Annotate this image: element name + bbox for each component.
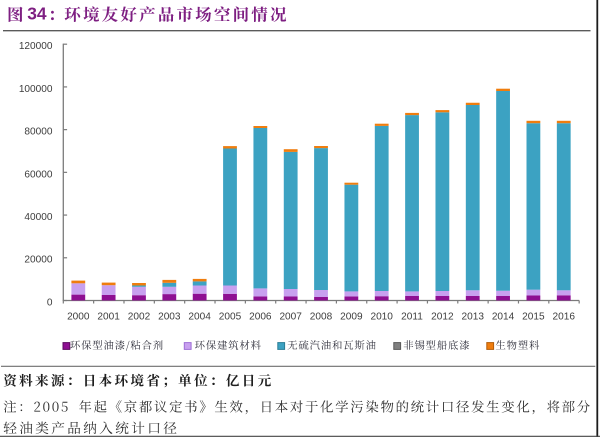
- svg-text:20000: 20000: [24, 255, 52, 266]
- svg-text:2016: 2016: [553, 312, 576, 323]
- svg-text:2005: 2005: [219, 312, 242, 323]
- svg-text:2011: 2011: [401, 312, 423, 323]
- svg-text:2000: 2000: [67, 312, 90, 323]
- svg-text:2014: 2014: [492, 312, 515, 323]
- svg-text:2008: 2008: [310, 312, 333, 323]
- svg-text:2003: 2003: [158, 312, 181, 323]
- svg-text:80000: 80000: [24, 127, 52, 138]
- svg-text:2007: 2007: [279, 312, 302, 323]
- svg-text:2001: 2001: [97, 312, 120, 323]
- svg-text:0: 0: [47, 297, 53, 308]
- svg-text:2013: 2013: [461, 312, 484, 323]
- svg-text:60000: 60000: [24, 169, 52, 180]
- svg-text:120000: 120000: [19, 41, 53, 52]
- svg-text:34: 34: [27, 4, 47, 24]
- svg-text:2004: 2004: [188, 312, 211, 323]
- svg-text:40000: 40000: [24, 212, 52, 223]
- svg-text:2009: 2009: [340, 312, 363, 323]
- svg-text:2002: 2002: [128, 312, 151, 323]
- svg-text:2010: 2010: [370, 312, 393, 323]
- svg-text:100000: 100000: [19, 84, 53, 95]
- svg-text:2015: 2015: [522, 312, 545, 323]
- svg-text:2006: 2006: [249, 312, 272, 323]
- svg-text:2012: 2012: [431, 312, 454, 323]
